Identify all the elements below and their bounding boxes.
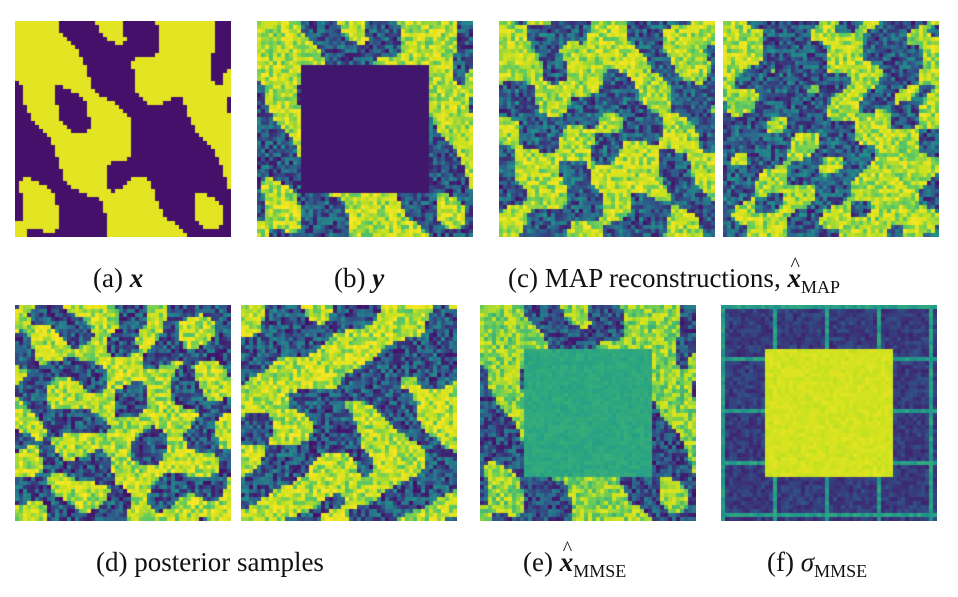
- caption-c: (c) MAP reconstructions, xMAP: [508, 249, 840, 303]
- caption-b-prefix: (b): [334, 263, 366, 293]
- panel-b-observation-image: [257, 21, 473, 237]
- caption-e-subscript: MMSE: [573, 561, 627, 581]
- caption-b-symbol: y: [372, 263, 385, 293]
- panel-e-mmse-mean-image: [480, 305, 696, 521]
- caption-e: (e) xMMSE: [523, 533, 627, 587]
- caption-c-subscript: MAP: [800, 277, 840, 297]
- caption-d-text: (d) posterior samples: [96, 547, 324, 577]
- panel-f-mmse-std-image: [721, 305, 937, 521]
- caption-a: (a) x: [93, 262, 143, 294]
- caption-d: (d) posterior samples: [96, 546, 324, 578]
- panel-c-map-reconstruction-1-image: [499, 21, 715, 237]
- panel-d-posterior-sample-1-image: [15, 305, 231, 521]
- caption-a-symbol: x: [129, 263, 144, 293]
- caption-c-symbol: x: [787, 249, 801, 294]
- caption-f-subscript: MMSE: [814, 561, 868, 581]
- panel-d-posterior-sample-2-image: [241, 305, 457, 521]
- caption-e-prefix: (e): [523, 547, 553, 577]
- caption-f-prefix: (f): [767, 547, 794, 577]
- panel-a-ground-truth-image: [15, 21, 231, 237]
- panel-c-map-reconstruction-2-image: [723, 21, 939, 237]
- caption-e-symbol: x: [560, 533, 574, 578]
- caption-f-symbol: σ: [800, 547, 815, 577]
- caption-f: (f) σMMSE: [767, 546, 867, 587]
- caption-b: (b) y: [334, 262, 384, 294]
- caption-c-text: (c) MAP reconstructions,: [508, 263, 781, 293]
- caption-a-prefix: (a): [93, 263, 123, 293]
